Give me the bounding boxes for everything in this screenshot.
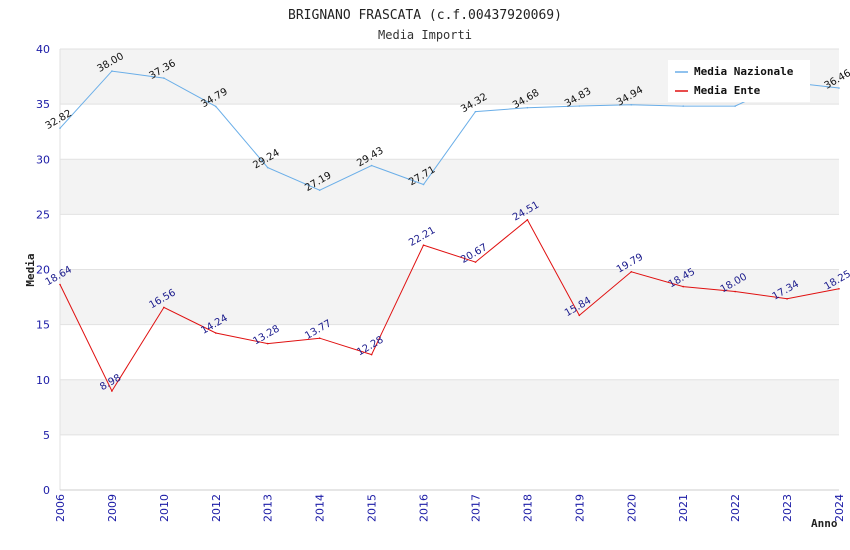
plot-band (60, 159, 839, 215)
y-tick-label: 20 (36, 264, 50, 277)
data-point-media-ente (111, 390, 113, 392)
data-point-media-ente (215, 332, 217, 334)
x-tick-label: 2021 (677, 494, 690, 522)
data-point-media-ente (59, 283, 61, 286)
data-point-media-nazionale (526, 106, 529, 109)
data-point-media-ente (266, 342, 269, 345)
y-axis-ticks: 0 5 10 15 20 25 30 35 40 (36, 43, 50, 497)
x-tick-label: 2019 (573, 494, 586, 522)
data-point-media-ente (578, 314, 581, 317)
plot-band (60, 269, 839, 325)
x-axis-label: Anno (811, 517, 838, 530)
x-tick-label: 2024 (833, 494, 846, 522)
data-point-media-ente (630, 271, 633, 273)
y-tick-label: 35 (36, 98, 50, 111)
y-tick-label: 10 (36, 374, 50, 387)
legend-label-media-nazionale: Media Nazionale (694, 65, 794, 78)
x-tick-label: 2020 (625, 494, 638, 522)
data-point-media-nazionale (215, 105, 217, 108)
legend-box (668, 60, 810, 102)
data-point-media-ente (318, 337, 321, 339)
x-tick-label: 2015 (366, 494, 379, 522)
x-tick-label: 2006 (54, 494, 67, 522)
x-tick-label: 2016 (418, 494, 431, 522)
data-point-media-nazionale (266, 166, 269, 169)
plot-band (60, 434, 839, 490)
plot-band (60, 379, 839, 435)
chart-subtitle: Media Importi (378, 28, 472, 42)
data-point-media-nazionale (578, 105, 581, 107)
plot-band (60, 324, 839, 380)
series-line-media-nazionale (59, 70, 840, 191)
data-point-media-ente (370, 353, 373, 356)
x-tick-label: 2017 (469, 494, 482, 522)
legend-label-media-ente: Media Ente (694, 84, 761, 97)
y-tick-label: 5 (43, 429, 50, 442)
data-point-media-nazionale (838, 87, 840, 89)
legend: Media Nazionale Media Ente (668, 60, 810, 102)
y-axis-label: Media (24, 253, 37, 286)
y-tick-label: 30 (36, 153, 50, 166)
data-point-media-ente (838, 287, 840, 290)
data-point-media-nazionale (682, 105, 684, 107)
x-tick-label: 2018 (521, 494, 534, 522)
y-tick-label: 40 (36, 43, 50, 56)
plot-background-bands (60, 49, 839, 490)
data-point-media-nazionale (370, 164, 373, 167)
data-point-media-ente (786, 298, 788, 300)
data-point-media-nazionale (59, 127, 61, 129)
gridlines (59, 48, 839, 491)
x-tick-label: 2013 (262, 494, 275, 522)
y-tick-label: 15 (36, 319, 50, 332)
data-point-media-nazionale (111, 70, 113, 72)
x-tick-label: 2022 (729, 494, 742, 522)
data-point-media-nazionale (474, 110, 477, 113)
data-point-media-ente (474, 261, 477, 263)
data-point-media-ente (163, 306, 165, 309)
x-tick-label: 2012 (210, 494, 223, 522)
data-point-media-ente (422, 244, 425, 246)
data-point-media-nazionale (630, 103, 633, 106)
data-point-media-nazionale (734, 105, 736, 107)
x-axis-ticks: 2006 2009 2010 2012 2013 2014 2015 2016 2017 2018… (54, 494, 846, 522)
data-point-media-ente (734, 290, 736, 293)
data-point-media-nazionale (422, 183, 425, 186)
x-tick-label: 2023 (781, 494, 794, 522)
x-tick-label: 2009 (106, 494, 119, 522)
data-point-media-nazionale (163, 77, 165, 79)
series-line-media-ente (59, 219, 840, 393)
data-point-media-ente (526, 218, 529, 221)
plot-band (60, 104, 839, 160)
x-tick-label: 2010 (158, 494, 171, 522)
series-lines (59, 70, 840, 393)
y-tick-label: 25 (36, 208, 50, 221)
y-tick-label: 0 (43, 484, 50, 497)
data-point-media-ente (682, 285, 684, 288)
plot-band (60, 214, 839, 270)
chart-title: BRIGNANO FRASCATA (c.f.00437920069) (288, 8, 562, 23)
x-tick-label: 2014 (314, 494, 327, 522)
data-point-media-nazionale (318, 189, 321, 192)
